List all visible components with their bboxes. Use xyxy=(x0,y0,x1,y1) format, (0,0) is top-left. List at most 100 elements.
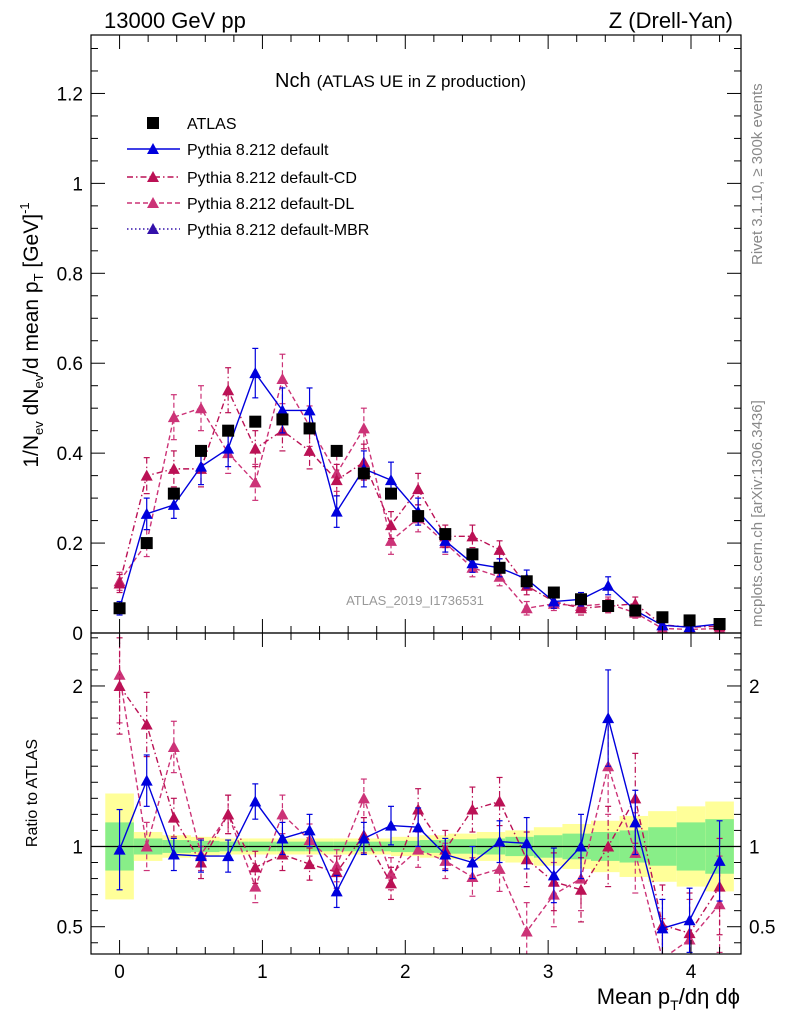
main-cd-point xyxy=(113,577,126,589)
main-cd-point xyxy=(493,543,506,555)
ratio-y-tick-label: 0.5 xyxy=(57,918,83,939)
legend-label-dl: Pythia 8.212 default-DL xyxy=(187,196,354,213)
ratio-default-point xyxy=(713,854,726,866)
legend-marker-atlas xyxy=(147,117,159,129)
main-cd-point xyxy=(466,530,479,542)
main-default-point xyxy=(276,404,289,416)
header-process: Z (Drell-Yan) xyxy=(609,8,733,33)
main-dl-point xyxy=(195,402,207,414)
ratio-default-point xyxy=(222,850,235,862)
main-cd-point xyxy=(303,444,316,456)
atlas-data-point xyxy=(656,611,669,624)
ratio-dl-point xyxy=(520,925,533,937)
main-default-point xyxy=(683,621,696,633)
ratio-default-point xyxy=(466,856,479,868)
legend-label-default: Pythia 8.212 default xyxy=(187,142,329,159)
header-energy: 13000 GeV pp xyxy=(104,8,246,33)
atlas-data-point xyxy=(575,593,587,606)
ratio-dl-point xyxy=(140,840,153,852)
analysis-label: ATLAS_2019_I1736531 xyxy=(346,593,484,608)
atlas-data-point xyxy=(713,618,726,631)
atlas-data-point xyxy=(520,575,533,588)
ratio-default-point xyxy=(629,816,642,828)
ratio-cd-point xyxy=(140,718,153,730)
main-default-point xyxy=(439,534,452,546)
ratio-panel-frame xyxy=(90,632,742,955)
ratio-cd-point xyxy=(249,861,262,873)
atlas-data-point xyxy=(466,548,479,561)
atlas-data-point xyxy=(276,413,289,426)
atlas-data-point xyxy=(330,444,343,457)
ratio-y-tick-label-right: 2 xyxy=(749,677,760,698)
atlas-data-point xyxy=(385,487,397,500)
ratio-cd-point xyxy=(113,679,126,691)
main-default-point xyxy=(303,404,316,416)
ratio-default-point xyxy=(656,922,669,934)
ratio-dl-point xyxy=(276,808,289,820)
ratio-default-point xyxy=(113,843,126,855)
ratio-cd-point xyxy=(575,883,587,895)
main-dl-point xyxy=(276,372,289,384)
ratio-dl-point xyxy=(357,792,370,804)
legend-marker-dl xyxy=(147,197,159,208)
ratio-default-point xyxy=(195,850,207,862)
ratio-default-point xyxy=(493,835,506,847)
main-cd-point xyxy=(412,483,425,495)
atlas-data-point xyxy=(113,602,126,615)
legend-label-cd: Pythia 8.212 default-CD xyxy=(187,170,357,187)
main-dl-line xyxy=(119,377,720,631)
main-default-point xyxy=(656,619,669,631)
ratio-dl-point xyxy=(493,862,506,874)
legend-marker-default xyxy=(147,143,159,154)
x-tick-label: 0 xyxy=(114,962,125,983)
main-default-point xyxy=(249,367,262,379)
atlas-data-point xyxy=(629,604,642,617)
main-cd-point xyxy=(140,469,153,481)
ratio-default-point xyxy=(520,837,533,849)
ratio-default-point xyxy=(412,821,425,833)
y-tick-label: 1.2 xyxy=(57,84,83,105)
ratio-dl-point xyxy=(167,740,180,752)
x-tick-label: 4 xyxy=(686,962,697,983)
legend: ATLAS Pythia 8.212 default Pythia 8.212 … xyxy=(127,116,369,239)
atlas-data-point xyxy=(140,537,153,550)
mcplots-label: mcplots.cern.ch [arXiv:1306.3436] xyxy=(749,400,766,627)
main-cd-point xyxy=(167,462,180,474)
main-dl-point xyxy=(167,411,180,423)
ratio-default-point xyxy=(249,795,262,807)
ratio-y-tick-label: 2 xyxy=(72,677,83,698)
x-axis-label: Mean pT/dη dϕ xyxy=(597,984,740,1013)
main-dl-point xyxy=(330,467,343,479)
main-cd-point xyxy=(249,442,262,454)
ratio-y-tick-label: 1 xyxy=(72,837,83,858)
main-cd-point xyxy=(575,602,587,614)
atlas-data-point xyxy=(683,614,696,627)
main-default-point xyxy=(547,595,560,607)
y-tick-label: 0.6 xyxy=(57,354,83,375)
ratio-dl-point xyxy=(713,898,726,910)
ratio-default-point xyxy=(167,848,180,860)
main-default-point xyxy=(167,498,180,510)
plot-title: Nch (ATLAS UE in Z production) xyxy=(275,70,526,92)
ratio-default-point xyxy=(303,824,316,836)
main-cd-line xyxy=(118,388,720,628)
atlas-data-point xyxy=(412,510,425,523)
ratio-default-point xyxy=(683,914,696,926)
main-default-line xyxy=(118,371,720,628)
plot-title-sub: (ATLAS UE in Z production) xyxy=(317,72,526,91)
main-cd-point xyxy=(222,384,235,396)
x-tick-label: 2 xyxy=(400,962,411,983)
main-dl-point xyxy=(385,534,397,546)
y-tick-label: 0 xyxy=(72,624,83,645)
rivet-version-label: Rivet 3.1.10, ≥ 300k events xyxy=(749,83,766,265)
x-tick-label: 3 xyxy=(543,962,554,983)
ratio-cd-point xyxy=(493,795,506,807)
ratio-dl-point xyxy=(249,880,262,892)
x-tick-label: 1 xyxy=(257,962,268,983)
main-cd-point xyxy=(385,519,397,531)
legend-label-mbr: Pythia 8.212 default-MBR xyxy=(187,222,369,239)
ratio-cd-point xyxy=(222,808,235,820)
main-default-point xyxy=(330,505,343,517)
atlas-data-point xyxy=(439,528,452,541)
